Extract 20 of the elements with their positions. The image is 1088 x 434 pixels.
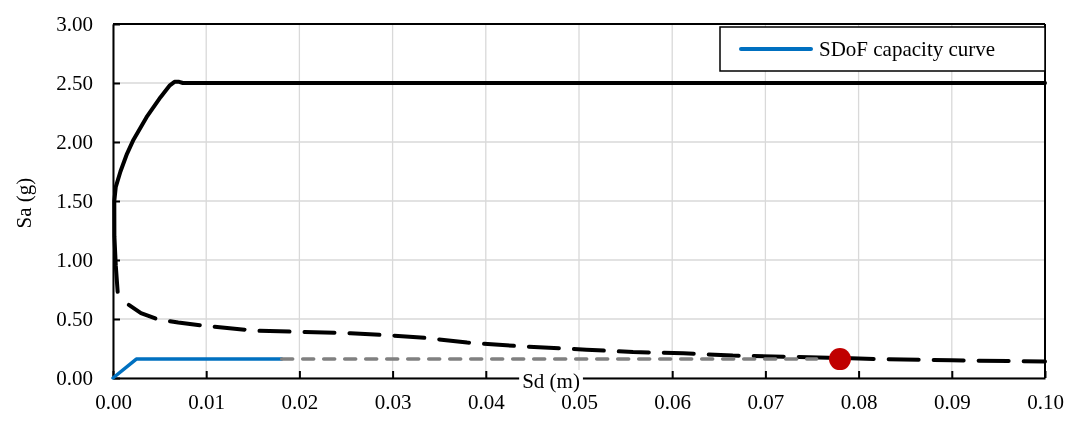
x-tick-label: 0.02 [281, 389, 319, 414]
x-tick-label: 0.00 [95, 389, 132, 414]
y-tick-label: 2.00 [56, 130, 93, 155]
x-tick-label: 0.03 [374, 389, 412, 414]
x-tick-label: 0.01 [188, 389, 226, 414]
x-tick-label: 0.10 [1027, 389, 1064, 414]
y-tick-label: 3.00 [56, 12, 93, 37]
x-tick-label: 0.08 [840, 389, 878, 414]
legend-label: SDoF capacity curve [819, 37, 996, 61]
y-axis-title: Sa (g) [12, 177, 36, 229]
y-tick-label: 0.00 [56, 366, 93, 391]
y-tick-label: 2.50 [56, 71, 93, 96]
x-tick-label: 0.04 [467, 389, 506, 414]
x-axis-title: Sd (m) [522, 369, 580, 393]
x-tick-label: 0.07 [747, 389, 785, 414]
x-tick-label: 0.09 [933, 389, 971, 414]
y-tick-label: 1.50 [56, 189, 93, 214]
y-tick-label: 0.50 [56, 307, 93, 332]
y-tick-label: 1.00 [56, 248, 93, 273]
x-tick-label: 0.06 [654, 389, 692, 414]
